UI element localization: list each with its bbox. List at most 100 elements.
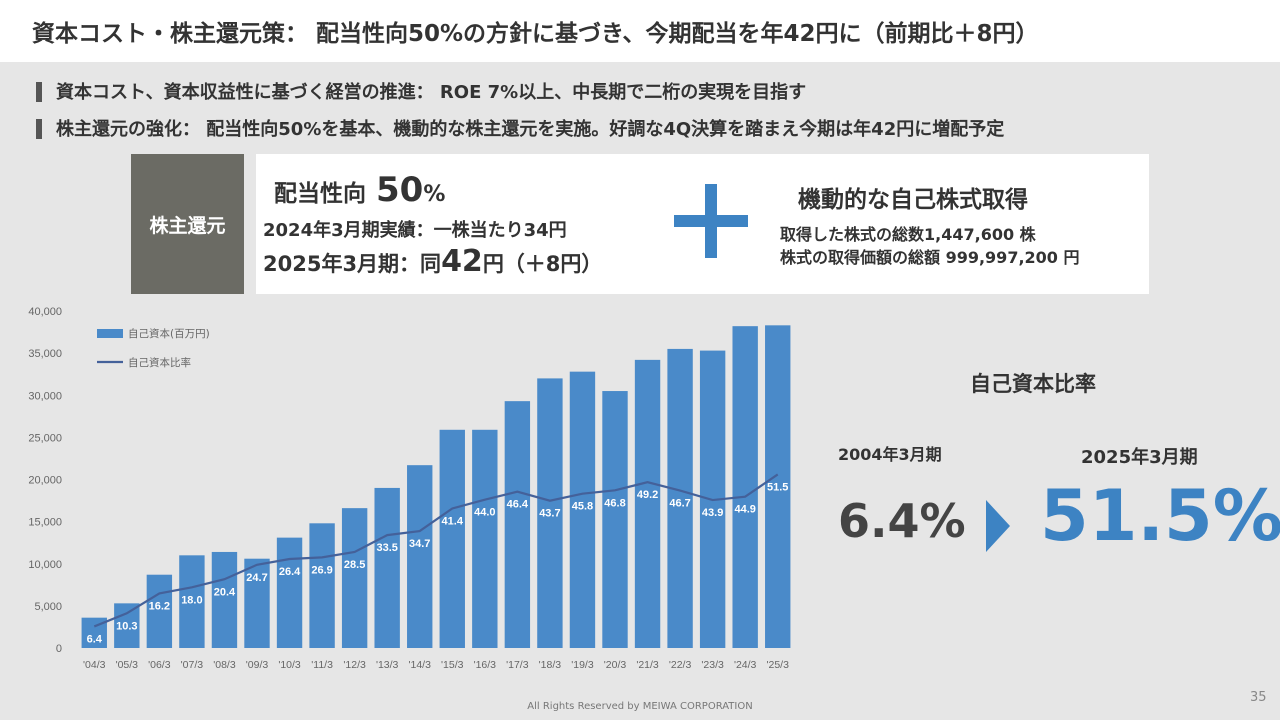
y-tick-label: 15,000: [28, 517, 62, 529]
bullet-mark: [36, 119, 42, 139]
bar: [146, 574, 173, 648]
bar: [537, 378, 563, 648]
ratio-line: [93, 473, 779, 628]
page-title: 資本コスト・株主還元策： 配当性向50%の方針に基づき、今期配当を年42円に（前…: [32, 21, 1039, 47]
ratio-data-label: 20.4: [214, 586, 236, 598]
dividend-forecast: 2025年3月期：同42円（＋8円）: [263, 244, 602, 279]
x-tick-label: '05/3: [116, 659, 139, 671]
ratio-data-label: 46.4: [507, 499, 529, 511]
y-tick-label: 0: [56, 643, 62, 655]
ratio-data-label: 18.0: [181, 594, 202, 606]
bar: [276, 537, 303, 648]
buyback-title: 機動的な自己株式取得: [798, 187, 1028, 213]
x-tick-label: '14/3: [409, 659, 432, 671]
bullet-mark: [36, 82, 42, 102]
legend-bar-label: 自己資本(百万円): [128, 327, 210, 340]
payout-ratio-label: 配当性向: [274, 181, 366, 207]
y-tick-label: 5,000: [34, 601, 62, 613]
ratio-data-label: 28.5: [344, 559, 365, 571]
forecast-suffix: 円（＋8円）: [482, 252, 603, 276]
ratio-data-label: 33.5: [376, 542, 397, 554]
ratio-data-label: 46.8: [604, 497, 625, 509]
plus-icon-vertical: [705, 184, 717, 258]
ratio-data-label: 34.7: [409, 538, 430, 550]
x-tick-label: '17/3: [506, 659, 529, 671]
x-tick-label: '06/3: [148, 659, 171, 671]
y-tick-label: 10,000: [28, 559, 62, 571]
x-tick-label: '25/3: [767, 659, 790, 671]
ratio-data-label: 26.9: [311, 564, 332, 576]
legend-bar-swatch: [97, 329, 123, 338]
shareholder-return-panel: 配当性向 50% 2024年3月期実績：一株当たり34円 2025年3月期：同42…: [256, 154, 1149, 294]
copyright-footer: All Rights Reserved by MEIWA CORPORATION: [527, 701, 753, 712]
bar: [309, 523, 335, 648]
equity-ratio-title: 自己資本比率: [970, 372, 1096, 396]
ratio-data-label: 10.3: [116, 620, 137, 632]
x-tick-label: '16/3: [474, 659, 497, 671]
bar: [179, 555, 205, 648]
buyback-amount: 株式の取得価額の総額 999,997,200 円: [780, 248, 1080, 267]
equity-ratio-to-label: 2025年3月期: [1081, 447, 1198, 468]
bar: [211, 551, 238, 648]
page-number: 35: [1250, 690, 1267, 705]
x-tick-label: '07/3: [181, 659, 204, 671]
y-tick-label: 30,000: [28, 390, 62, 402]
bar: [504, 401, 531, 648]
equity-ratio-to-value: 51.5%: [1040, 475, 1280, 557]
x-tick-label: '08/3: [213, 659, 236, 671]
dividend-actual: 2024年3月期実績：一株当たり34円: [263, 220, 567, 241]
x-tick-label: '23/3: [701, 659, 724, 671]
plus-icon: [674, 184, 748, 258]
bullet-capital-cost: 資本コスト、資本収益性に基づく経営の推進： ROE 7%以上、中長期で二桁の実現…: [36, 78, 806, 104]
x-tick-label: '18/3: [539, 659, 562, 671]
bar: [439, 429, 465, 648]
x-tick-label: '19/3: [571, 659, 594, 671]
arrow-right-icon: [986, 500, 1010, 552]
equity-ratio-from-label: 2004年3月期: [838, 445, 942, 464]
bullet-text: 資本コスト、資本収益性に基づく経営の推進： ROE 7%以上、中長期で二桁の実現…: [56, 82, 807, 103]
x-tick-label: '10/3: [278, 659, 301, 671]
payout-ratio-unit: %: [423, 182, 446, 207]
x-tick-label: '11/3: [311, 659, 333, 671]
bar: [341, 508, 368, 648]
x-tick-label: '22/3: [669, 659, 692, 671]
shareholder-return-label: 株主還元: [131, 154, 244, 294]
x-tick-label: '12/3: [343, 659, 366, 671]
bar: [374, 487, 400, 648]
y-tick-label: 25,000: [28, 432, 62, 444]
title-bar: 資本コスト・株主還元策： 配当性向50%の方針に基づき、今期配当を年42円に（前…: [0, 0, 1280, 62]
forecast-prefix: 2025年3月期：同: [263, 252, 442, 276]
x-tick-label: '09/3: [246, 659, 269, 671]
payout-ratio-value: 50: [376, 170, 424, 210]
y-tick-label: 40,000: [28, 306, 62, 318]
bar: [407, 465, 433, 648]
bullet-shareholder-return: 株主還元の強化： 配当性向50%を基本、機動的な株主還元を実施。好調な4Q決算を…: [36, 115, 1004, 141]
equity-ratio-from-value: 6.4%: [838, 494, 966, 548]
ratio-data-label: 43.9: [702, 507, 723, 519]
ratio-data-label: 6.4: [87, 633, 103, 645]
legend-line-label: 自己資本比率: [128, 356, 191, 369]
ratio-data-label: 46.7: [669, 498, 690, 510]
ratio-data-label: 24.7: [246, 572, 267, 584]
bar: [244, 558, 270, 648]
y-tick-label: 35,000: [28, 348, 62, 360]
buyback-shares: 取得した株式の総数1,447,600 株: [780, 225, 1036, 244]
x-tick-label: '04/3: [83, 659, 106, 671]
ratio-data-label: 44.0: [474, 507, 495, 519]
x-tick-label: '13/3: [376, 659, 399, 671]
payout-ratio-heading: 配当性向 50%: [274, 170, 445, 210]
ratio-data-label: 41.4: [442, 515, 464, 527]
bar: [472, 429, 498, 648]
ratio-data-label: 26.4: [279, 566, 301, 578]
bar: [634, 359, 661, 648]
bar: [732, 326, 758, 648]
x-tick-label: '21/3: [636, 659, 659, 671]
bar: [667, 348, 693, 648]
ratio-data-label: 51.5: [767, 481, 788, 493]
forecast-value: 42: [441, 244, 483, 279]
y-tick-label: 20,000: [28, 475, 62, 487]
bar: [114, 603, 140, 648]
ratio-data-label: 44.9: [734, 504, 755, 516]
ratio-data-label: 43.7: [539, 508, 560, 520]
bar: [602, 391, 628, 648]
